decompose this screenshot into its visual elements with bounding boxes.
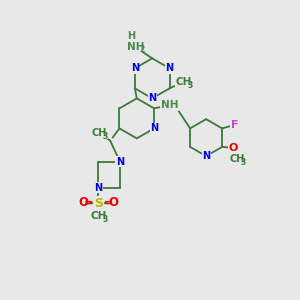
Text: N: N	[94, 183, 102, 193]
Text: 3: 3	[103, 132, 108, 141]
Text: CH: CH	[229, 154, 244, 164]
Text: N: N	[116, 157, 124, 166]
Text: CH: CH	[90, 211, 106, 221]
Text: N: N	[166, 63, 174, 73]
Text: H: H	[128, 31, 136, 41]
Text: F: F	[231, 120, 238, 130]
Text: CH: CH	[92, 128, 107, 138]
Text: 2: 2	[140, 45, 145, 54]
Text: 3: 3	[240, 158, 245, 167]
Text: N: N	[148, 93, 156, 103]
Text: NH: NH	[127, 42, 144, 52]
Text: 3: 3	[103, 215, 108, 224]
Text: NH: NH	[161, 100, 178, 110]
Text: N: N	[202, 151, 210, 161]
Text: O: O	[109, 196, 119, 209]
Text: =: =	[84, 197, 93, 207]
Text: O: O	[228, 143, 238, 153]
Text: =: =	[104, 197, 113, 207]
Text: CH: CH	[175, 77, 192, 87]
Text: N: N	[150, 123, 158, 134]
Text: 3: 3	[188, 81, 193, 90]
Text: O: O	[78, 196, 88, 209]
Text: S: S	[94, 196, 103, 210]
Text: N: N	[131, 63, 139, 73]
